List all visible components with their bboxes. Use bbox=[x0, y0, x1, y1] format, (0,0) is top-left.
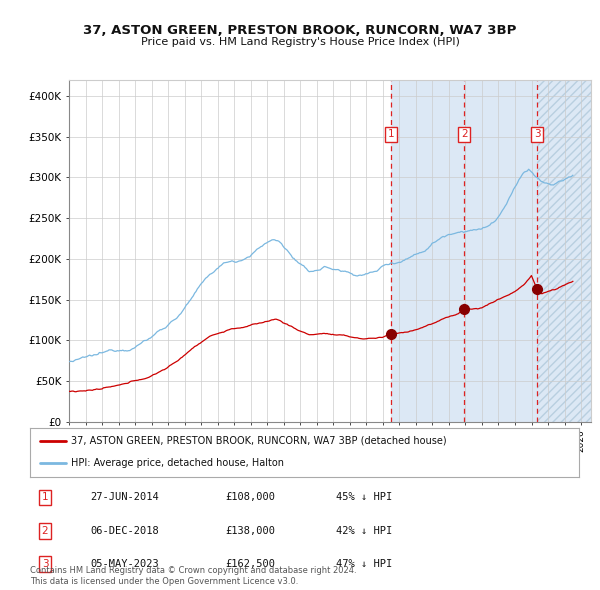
Text: 2: 2 bbox=[461, 129, 467, 139]
Text: HPI: Average price, detached house, Halton: HPI: Average price, detached house, Halt… bbox=[71, 458, 284, 468]
Text: 37, ASTON GREEN, PRESTON BROOK, RUNCORN, WA7 3BP (detached house): 37, ASTON GREEN, PRESTON BROOK, RUNCORN,… bbox=[71, 436, 447, 446]
Text: £162,500: £162,500 bbox=[225, 559, 275, 569]
Text: £138,000: £138,000 bbox=[225, 526, 275, 536]
Text: 3: 3 bbox=[41, 559, 49, 569]
Text: 1: 1 bbox=[41, 493, 49, 502]
Bar bbox=[391, 80, 537, 422]
Text: 3: 3 bbox=[534, 129, 541, 139]
Text: 45% ↓ HPI: 45% ↓ HPI bbox=[336, 493, 392, 502]
Text: 27-JUN-2014: 27-JUN-2014 bbox=[90, 493, 159, 502]
Text: 06-DEC-2018: 06-DEC-2018 bbox=[90, 526, 159, 536]
Bar bbox=[537, 80, 591, 422]
Text: 2: 2 bbox=[41, 526, 49, 536]
Text: 42% ↓ HPI: 42% ↓ HPI bbox=[336, 526, 392, 536]
Text: £108,000: £108,000 bbox=[225, 493, 275, 502]
Text: 47% ↓ HPI: 47% ↓ HPI bbox=[336, 559, 392, 569]
Text: Price paid vs. HM Land Registry's House Price Index (HPI): Price paid vs. HM Land Registry's House … bbox=[140, 37, 460, 47]
Text: Contains HM Land Registry data © Crown copyright and database right 2024.
This d: Contains HM Land Registry data © Crown c… bbox=[30, 566, 356, 586]
Text: 1: 1 bbox=[388, 129, 394, 139]
Text: 37, ASTON GREEN, PRESTON BROOK, RUNCORN, WA7 3BP: 37, ASTON GREEN, PRESTON BROOK, RUNCORN,… bbox=[83, 24, 517, 37]
Bar bbox=[537, 80, 591, 422]
Text: 05-MAY-2023: 05-MAY-2023 bbox=[90, 559, 159, 569]
